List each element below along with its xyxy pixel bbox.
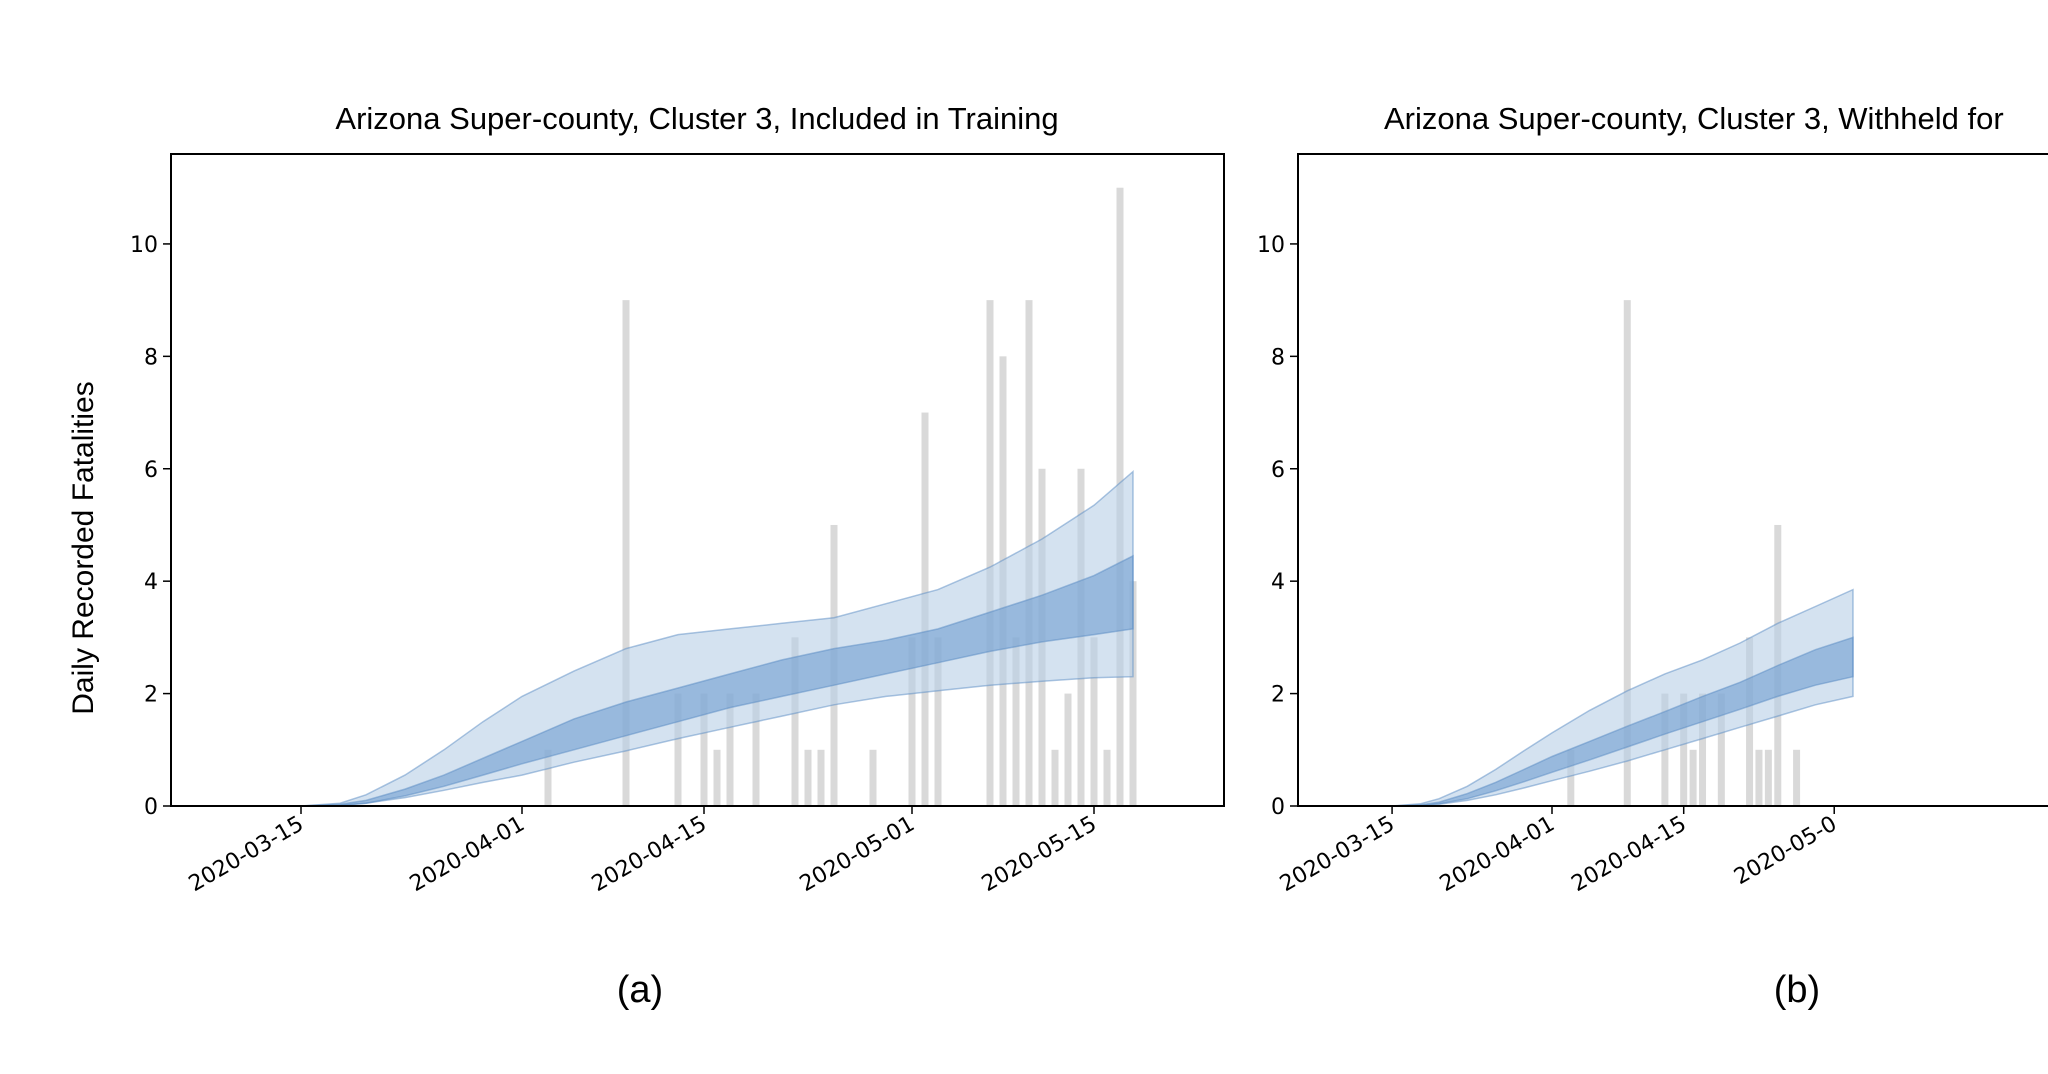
x-tick-label: 2020-05-15 (978, 812, 1101, 898)
band-inner (1392, 636, 1854, 806)
y-tick-label: 0 (144, 795, 158, 820)
bar-2020-05-16 (1103, 749, 1111, 806)
bar-2020-04-09 (1623, 300, 1631, 806)
bar-2020-04-28 (869, 749, 877, 806)
bar-2020-04-16 (1689, 749, 1697, 806)
x-tick-label: 2020-05-0 (1730, 812, 1841, 891)
plot-area (300, 187, 1137, 806)
x-tick-label: 2020-04-01 (1436, 812, 1559, 898)
x-tick-label: 2020-04-15 (588, 812, 711, 898)
bar-2020-05-09 (1012, 637, 1020, 806)
bar-2020-05-01 (908, 637, 916, 806)
bar-2020-04-24 (817, 749, 825, 806)
bar-2020-04-19 (1717, 693, 1725, 806)
chart-title: Arizona Super-county, Cluster 3, Withhel… (1384, 101, 2004, 136)
y-tick-label: 2 (1271, 683, 1285, 708)
plot-area (1392, 300, 1854, 806)
bar-2020-04-23 (804, 749, 812, 806)
panel-a: Arizona Super-county, Cluster 3, Include… (67, 101, 1225, 1011)
y-axis-label: Daily Recorded Fatalities (67, 381, 100, 714)
y-tick-label: 4 (1271, 570, 1285, 595)
bar-2020-05-07 (986, 300, 994, 806)
bar-2020-04-17 (726, 693, 734, 806)
axes-frame (170, 153, 1225, 807)
bar-2020-04-24 (1764, 749, 1772, 806)
y-tick-label: 10 (1257, 233, 1285, 258)
bar-2020-04-15 (700, 693, 708, 806)
y-tick-label: 2 (144, 683, 158, 708)
bar-2020-05-15 (1090, 637, 1098, 806)
bar-2020-04-03 (544, 749, 552, 806)
y-tick-label: 6 (144, 458, 158, 483)
x-tick-label: 2020-03-15 (1276, 812, 1399, 898)
bar-2020-04-09 (622, 300, 630, 806)
bar-2020-04-03 (1567, 749, 1575, 806)
bar-2020-05-12 (1051, 749, 1059, 806)
bar-2020-05-18 (1129, 581, 1137, 806)
x-tick-label: 2020-03-15 (185, 812, 308, 898)
y-tick-label: 8 (144, 345, 158, 370)
bar-2020-04-16 (713, 749, 721, 806)
axes-frame (1297, 153, 2048, 807)
panel-b: Arizona Super-county, Cluster 3, Withhel… (1257, 101, 2048, 1011)
y-tick-label: 6 (1271, 458, 1285, 483)
y-tick-label: 10 (130, 233, 158, 258)
y-tick-label: 8 (1271, 345, 1285, 370)
bar-2020-04-19 (752, 693, 760, 806)
panel-caption: (b) (1774, 969, 1820, 1011)
y-tick-label: 0 (1271, 795, 1285, 820)
bar-2020-04-13 (674, 693, 682, 806)
bar-2020-05-03 (934, 637, 942, 806)
panel-caption: (a) (617, 969, 663, 1011)
bar-2020-04-23 (1755, 749, 1763, 806)
band-inner (300, 554, 1134, 806)
bar-2020-04-15 (1680, 693, 1688, 806)
band-outer (1392, 588, 1854, 806)
x-tick-label: 2020-04-15 (1567, 812, 1690, 898)
bar-2020-05-13 (1064, 693, 1072, 806)
bar-2020-04-17 (1699, 693, 1707, 806)
x-tick-label: 2020-05-01 (796, 812, 919, 898)
y-tick-label: 4 (144, 570, 158, 595)
bar-2020-04-27 (1793, 749, 1801, 806)
x-tick-label: 2020-04-01 (406, 812, 529, 898)
bar-2020-04-22 (791, 637, 799, 806)
chart-title: Arizona Super-county, Cluster 3, Include… (335, 101, 1058, 136)
